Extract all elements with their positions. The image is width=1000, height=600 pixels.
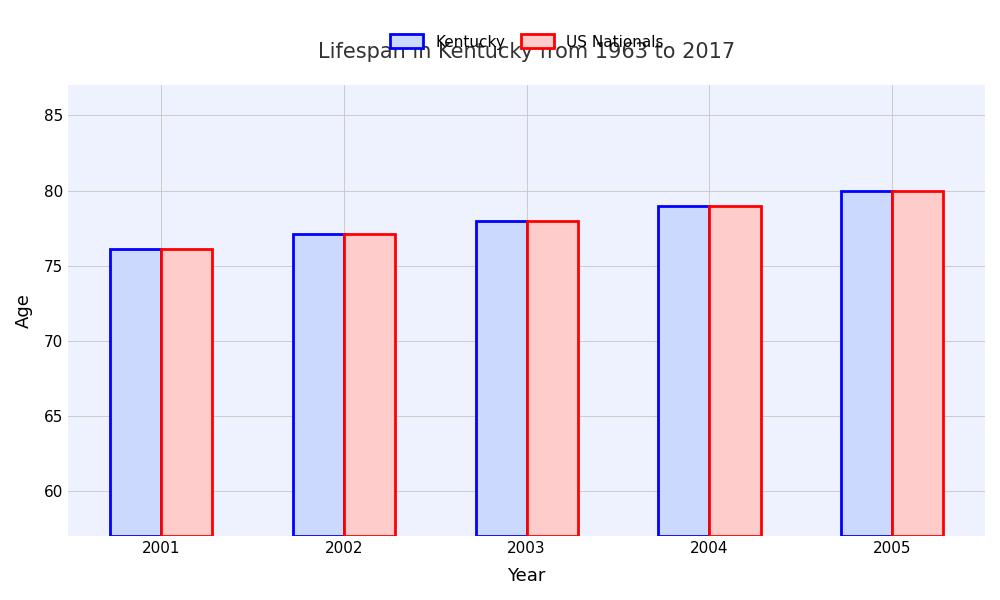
Bar [892,191,943,536]
Bar [344,234,395,536]
Bar [476,221,527,536]
Bar [841,191,892,536]
Legend: Kentucky, US Nationals: Kentucky, US Nationals [390,34,664,50]
Bar [110,249,161,536]
Y-axis label: Age: Age [15,293,33,328]
Bar [293,234,344,536]
Bar [658,206,709,536]
Bar [161,249,212,536]
X-axis label: Year: Year [507,567,546,585]
Bar [527,221,578,536]
Title: Lifespan in Kentucky from 1963 to 2017: Lifespan in Kentucky from 1963 to 2017 [318,41,735,62]
Bar [709,206,761,536]
